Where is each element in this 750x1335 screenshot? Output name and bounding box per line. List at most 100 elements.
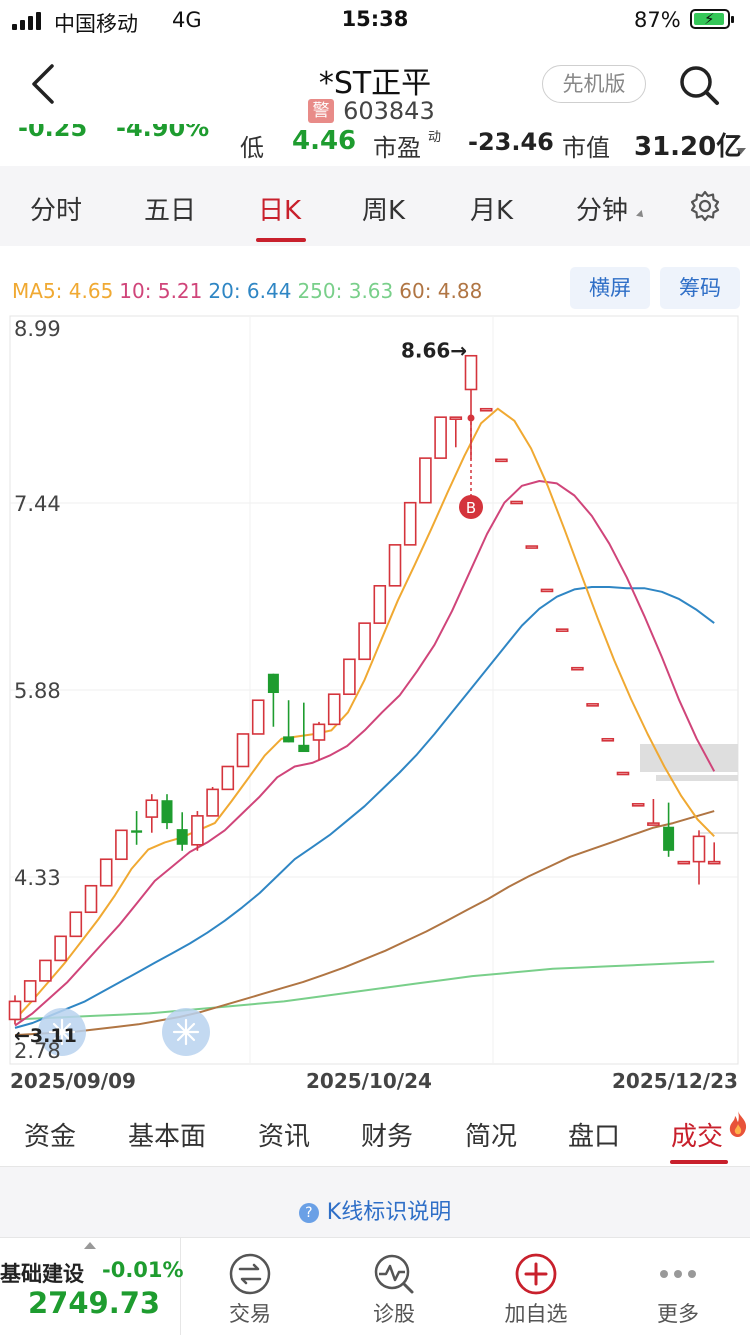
candle-up[interactable]	[84, 884, 98, 914]
candle-up[interactable]	[343, 658, 356, 696]
y-tick-label: 2.78	[14, 1039, 61, 1063]
price-change: -0.25	[18, 124, 88, 142]
candle-up[interactable]	[571, 666, 584, 671]
ma5-label: MA5: 4.65	[12, 279, 114, 303]
clock: 15:38	[341, 7, 409, 31]
candle-up[interactable]	[540, 588, 554, 593]
candle-up[interactable]	[145, 794, 159, 833]
candle-up[interactable]	[236, 733, 250, 768]
trade-icon	[229, 1253, 271, 1295]
candle-up[interactable]	[358, 622, 371, 661]
candle-up[interactable]	[510, 500, 523, 505]
candle-up[interactable]	[601, 737, 615, 742]
candle-down[interactable]	[663, 802, 675, 857]
candle-up[interactable]	[251, 699, 265, 735]
candle-down[interactable]	[131, 811, 143, 845]
ma20-line	[14, 586, 715, 1029]
candle-down[interactable]	[161, 794, 173, 830]
tab-intraday[interactable]: 分时	[30, 196, 83, 226]
low-value: 4.46	[292, 126, 357, 156]
nav-add-favorite[interactable]: 加自选	[476, 1238, 596, 1335]
candle-up[interactable]	[312, 721, 326, 761]
candle-up[interactable]	[206, 786, 219, 817]
landscape-button[interactable]: 横屏	[570, 267, 650, 309]
candle-up[interactable]	[221, 765, 235, 791]
candle-up[interactable]	[327, 693, 341, 726]
candle-up[interactable]	[707, 842, 721, 865]
tab-profile[interactable]: 简况	[465, 1122, 518, 1152]
candle-up[interactable]	[39, 959, 52, 982]
candle-down[interactable]	[267, 673, 279, 727]
tab-five-day[interactable]: 五日	[144, 196, 197, 226]
nav-trade-label: 交易	[229, 1302, 271, 1326]
candle-up[interactable]	[616, 771, 630, 776]
search-icon[interactable]	[678, 64, 720, 106]
ma-legend: MA5: 4.65 10: 5.21 20: 6.44 250: 3.63 60: 4.…	[12, 279, 488, 303]
tab-trades[interactable]: 成交	[671, 1122, 724, 1152]
tab-minute[interactable]: 分钟	[576, 196, 629, 226]
candle-up[interactable]	[419, 457, 432, 504]
detail-tabs: 资金 基本面 资讯 财务 简况 盘口 成交	[0, 1102, 750, 1167]
help-band	[0, 1167, 750, 1237]
candle-up[interactable]	[69, 911, 83, 938]
battery-icon: ⚡	[690, 9, 734, 29]
tab-capital[interactable]: 资金	[24, 1122, 77, 1152]
low-price-label: ←3.11	[14, 1025, 77, 1047]
candle-up[interactable]	[631, 803, 645, 807]
collapse-icon	[172, 1018, 200, 1046]
candle-up[interactable]	[8, 995, 22, 1025]
candle-up[interactable]	[99, 858, 113, 887]
nav-trade[interactable]: 交易	[190, 1238, 310, 1335]
candle-up[interactable]	[495, 458, 508, 463]
period-tabs: 分时 五日 日K 周K 月K 分钟	[0, 166, 750, 246]
candle-up[interactable]	[403, 501, 417, 546]
candle-down[interactable]	[176, 812, 188, 851]
pe-value: -23.46	[468, 128, 554, 156]
minute-dropdown-icon[interactable]	[636, 210, 646, 220]
candle-down[interactable]	[298, 702, 310, 753]
expand-quote-icon[interactable]	[736, 148, 746, 154]
pro-mode-button[interactable]: 先机版	[542, 65, 646, 103]
candle-up[interactable]	[388, 544, 402, 587]
candle-up[interactable]	[23, 980, 37, 1003]
expand-up-icon[interactable]	[84, 1242, 96, 1249]
x-tick-label: 2025/12/23	[612, 1069, 738, 1093]
kline-help-text: K线标识说明	[326, 1200, 452, 1225]
candle-up[interactable]	[647, 799, 660, 826]
tab-daily-k[interactable]: 日K	[258, 196, 302, 226]
candle-up[interactable]	[115, 829, 128, 861]
candle-up[interactable]	[191, 811, 204, 851]
candle-up[interactable]	[479, 407, 493, 412]
index-ticker[interactable]: 基础建设 -0.01% 2749.73	[0, 1238, 184, 1335]
candlestick-chart[interactable]: B 8.66→ ←3.11 8.99 7.44 5.88 4.33 2.78 2…	[0, 312, 750, 1102]
chips-button[interactable]: 筹码	[660, 267, 740, 309]
candle-up[interactable]	[586, 703, 599, 707]
tab-fundamentals[interactable]: 基本面	[128, 1122, 207, 1152]
tab-monthly-k[interactable]: 月K	[470, 196, 514, 226]
candle-up[interactable]	[525, 545, 539, 549]
nav-more[interactable]: 更多	[618, 1238, 738, 1335]
candle-up[interactable]	[464, 354, 478, 460]
candle-up[interactable]	[434, 416, 447, 459]
candle-down[interactable]	[283, 700, 295, 743]
tab-order-book[interactable]: 盘口	[568, 1122, 621, 1152]
y-tick-label: 5.88	[14, 679, 61, 703]
buy-marker-label: B	[466, 499, 476, 517]
nav-diagnose[interactable]: 诊股	[334, 1238, 454, 1335]
candle-up[interactable]	[54, 935, 67, 962]
buy-marker[interactable]: B	[459, 414, 483, 520]
candle-up[interactable]	[692, 830, 706, 885]
tab-news[interactable]: 资讯	[258, 1122, 311, 1152]
tab-finance[interactable]: 财务	[361, 1122, 414, 1152]
candle-up[interactable]	[449, 416, 463, 448]
candle-up[interactable]	[555, 628, 569, 632]
candle-up[interactable]	[373, 585, 387, 624]
back-arrow-icon[interactable]	[26, 62, 66, 106]
y-tick-label: 7.44	[14, 492, 61, 516]
candle-up[interactable]	[677, 860, 691, 865]
tab-weekly-k[interactable]: 周K	[362, 196, 406, 226]
kline-help-link[interactable]: ? K线标识说明	[0, 1194, 750, 1226]
quote-summary: -0.25 -4.90% 低 4.46 市盈 动 -23.46 市值 31.20…	[0, 124, 750, 164]
gear-icon[interactable]	[689, 190, 721, 222]
ma10-label: 10: 5.21	[119, 279, 203, 303]
